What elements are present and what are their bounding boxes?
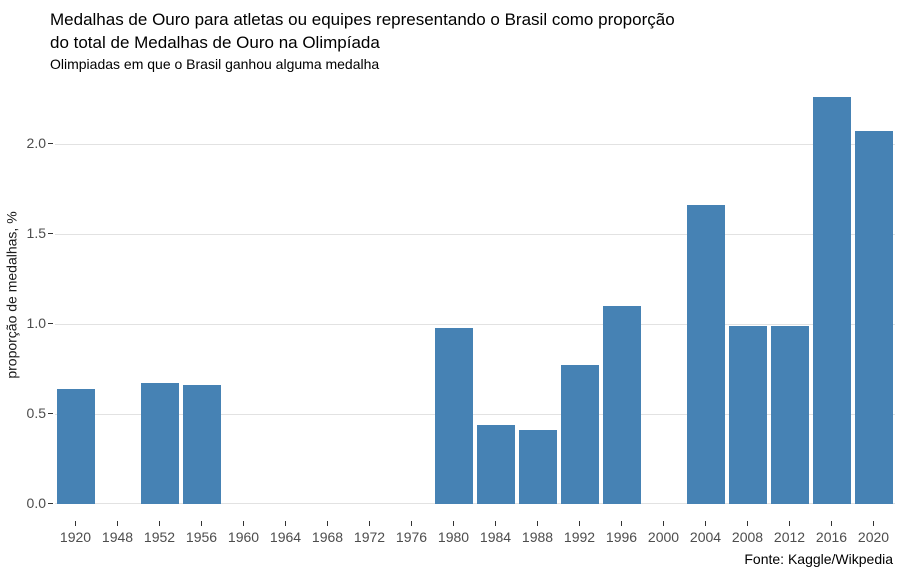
x-tick-mark-1952 (159, 521, 160, 526)
x-tick-mark-1948 (117, 521, 118, 526)
x-tick-label: 2008 (731, 529, 764, 545)
x-tick-label: 1972 (353, 529, 386, 545)
y-tick-mark-1.5 (48, 233, 53, 234)
x-tick-label: 1964 (269, 529, 302, 545)
x-tick-mark-1992 (579, 521, 580, 526)
bar-1988 (518, 430, 557, 504)
gridline-0.5 (55, 414, 895, 415)
bar-2008 (728, 326, 767, 504)
x-tick-label: 1960 (227, 529, 260, 545)
bar-2020 (854, 131, 893, 504)
gridline-2.0 (55, 144, 895, 145)
x-tick-mark-1976 (411, 521, 412, 526)
x-tick-label: 1988 (521, 529, 554, 545)
x-tick-mark-2008 (747, 521, 748, 526)
x-tick-mark-1960 (243, 521, 244, 526)
x-tick-label: 1984 (479, 529, 512, 545)
x-tick-label: 1920 (59, 529, 92, 545)
gridline-1.5 (55, 234, 895, 235)
bar-1992 (560, 365, 599, 504)
chart-title: Medalhas de Ouro para atletas ou equipes… (50, 10, 675, 52)
y-tick-label: 2.0 (26, 135, 46, 151)
bar-1920 (56, 389, 95, 504)
x-tick-label: 2012 (773, 529, 806, 545)
y-tick-label: 1.5 (26, 225, 46, 241)
bar-1956 (182, 385, 221, 504)
x-tick-mark-1988 (537, 521, 538, 526)
x-tick-label: 1980 (437, 529, 470, 545)
source-note: Fonte: Kaggle/Wikpedia (744, 551, 893, 567)
gridline-1.0 (55, 324, 895, 325)
x-tick-mark-2012 (789, 521, 790, 526)
y-tick-mark-0.0 (48, 503, 53, 504)
y-tick-mark-0.5 (48, 413, 53, 414)
x-tick-mark-2004 (705, 521, 706, 526)
bar-1996 (602, 306, 641, 504)
y-tick-label: 0.5 (26, 405, 46, 421)
bar-2004 (686, 205, 725, 504)
y-tick-label: 0.0 (26, 495, 46, 511)
bar-1952 (140, 383, 179, 504)
x-tick-mark-1968 (327, 521, 328, 526)
bar-1984 (476, 425, 515, 504)
x-tick-mark-1972 (369, 521, 370, 526)
bar-2016 (812, 97, 851, 504)
x-tick-mark-1920 (75, 521, 76, 526)
y-tick-mark-2.0 (48, 143, 53, 144)
x-tick-mark-2020 (873, 521, 874, 526)
x-tick-mark-1980 (453, 521, 454, 526)
x-tick-label: 2020 (857, 529, 890, 545)
x-tick-mark-2016 (831, 521, 832, 526)
x-tick-label: 1956 (185, 529, 218, 545)
plot-area (55, 86, 895, 504)
x-tick-label: 1968 (311, 529, 344, 545)
x-tick-label: 2000 (647, 529, 680, 545)
x-tick-mark-2000 (663, 521, 664, 526)
x-tick-mark-1984 (495, 521, 496, 526)
bar-2012 (770, 326, 809, 504)
chart-subtitle: Olimpiadas em que o Brasil ganhou alguma… (50, 56, 380, 72)
bar-1980 (434, 328, 473, 504)
x-tick-label: 1992 (563, 529, 596, 545)
gridline-0.0 (55, 503, 895, 504)
x-tick-label: 1952 (143, 529, 176, 545)
x-tick-label: 1948 (101, 529, 134, 545)
x-tick-mark-1956 (201, 521, 202, 526)
x-tick-label: 1996 (605, 529, 638, 545)
x-tick-label: 2004 (689, 529, 722, 545)
x-tick-mark-1996 (621, 521, 622, 526)
x-tick-label: 1976 (395, 529, 428, 545)
y-tick-label: 1.0 (26, 315, 46, 331)
x-tick-label: 2016 (815, 529, 848, 545)
y-tick-mark-1.0 (48, 323, 53, 324)
x-tick-mark-1964 (285, 521, 286, 526)
